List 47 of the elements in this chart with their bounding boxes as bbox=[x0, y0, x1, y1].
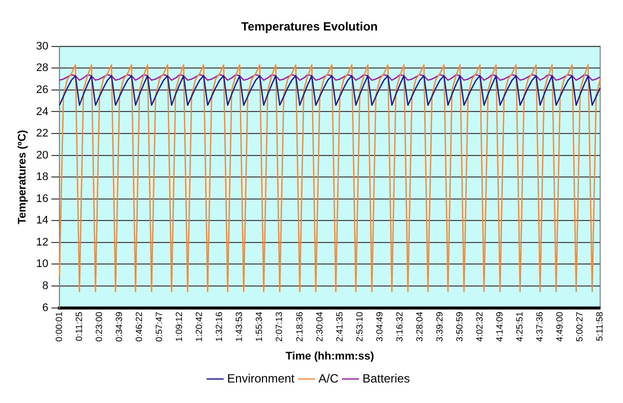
x-tick-label: 0:23:00 bbox=[94, 312, 104, 342]
y-tick-label: 12 bbox=[36, 236, 48, 248]
x-tick-label: 4:49:00 bbox=[554, 312, 565, 342]
x-axis-title: Time (hh:mm:ss) bbox=[286, 350, 374, 362]
y-tick-label: 10 bbox=[36, 258, 48, 270]
y-tick-label: 24 bbox=[36, 106, 48, 118]
x-tick-label: 3:39:29 bbox=[434, 312, 444, 342]
x-tick-label: 2:41:35 bbox=[334, 312, 344, 342]
x-tick-label: 0:34:39 bbox=[114, 312, 124, 342]
x-tick-label: 0:46:22 bbox=[134, 312, 144, 342]
chart-title: Temperatures Evolution bbox=[241, 20, 378, 34]
x-tick-label: 0:11:25 bbox=[74, 312, 84, 342]
y-tick-label: 16 bbox=[36, 192, 48, 205]
legend-label: Batteries bbox=[362, 371, 410, 386]
x-tick-label: 5:11:58 bbox=[594, 312, 605, 342]
y-axis-title: Temperatures (ºC) bbox=[16, 130, 29, 224]
y-tick-label: 28 bbox=[36, 62, 48, 74]
y-tick-label: 22 bbox=[36, 128, 48, 140]
y-tick-label: 14 bbox=[36, 214, 48, 227]
x-tick-label: 1:32:16 bbox=[214, 312, 224, 342]
x-tick-label: 5:00:27 bbox=[574, 312, 585, 342]
legend-label: Environment bbox=[227, 371, 296, 386]
x-tick-label: 4:14:09 bbox=[494, 312, 505, 342]
x-tick-label: 3:28:04 bbox=[414, 312, 424, 342]
x-tick-label: 1:43:53 bbox=[234, 312, 244, 342]
legend-label: A/C bbox=[318, 371, 339, 386]
x-tick-label: 3:04:49 bbox=[374, 312, 384, 342]
x-tick-label: 2:30:04 bbox=[314, 312, 324, 342]
x-tick-label: 2:53:10 bbox=[354, 312, 364, 342]
x-tick-label: 2:18:36 bbox=[294, 312, 304, 342]
x-tick-label: 1:09:12 bbox=[174, 312, 184, 342]
x-tick-label: 3:16:32 bbox=[394, 312, 404, 342]
x-tick-label: 3:50:59 bbox=[454, 312, 464, 342]
x-tick-label: 1:55:34 bbox=[254, 312, 264, 342]
x-tick-label: 1:20:42 bbox=[194, 312, 204, 342]
y-tick-label: 26 bbox=[36, 84, 48, 96]
x-tick-label: 4:25:51 bbox=[514, 312, 525, 342]
y-tick-label: 18 bbox=[36, 171, 48, 184]
x-tick-label: 4:37:36 bbox=[534, 312, 545, 342]
y-tick-label: 6 bbox=[42, 302, 48, 314]
y-tick-label: 20 bbox=[36, 149, 48, 162]
x-tick-label: 2:07:13 bbox=[274, 312, 284, 342]
x-tick-label: 0:57:47 bbox=[154, 312, 164, 342]
y-tick-label: 8 bbox=[42, 280, 48, 292]
y-tick-label: 30 bbox=[36, 40, 48, 52]
x-tick-label: 4:02:32 bbox=[474, 312, 485, 342]
x-tick-label: 0:00:01 bbox=[54, 312, 64, 342]
